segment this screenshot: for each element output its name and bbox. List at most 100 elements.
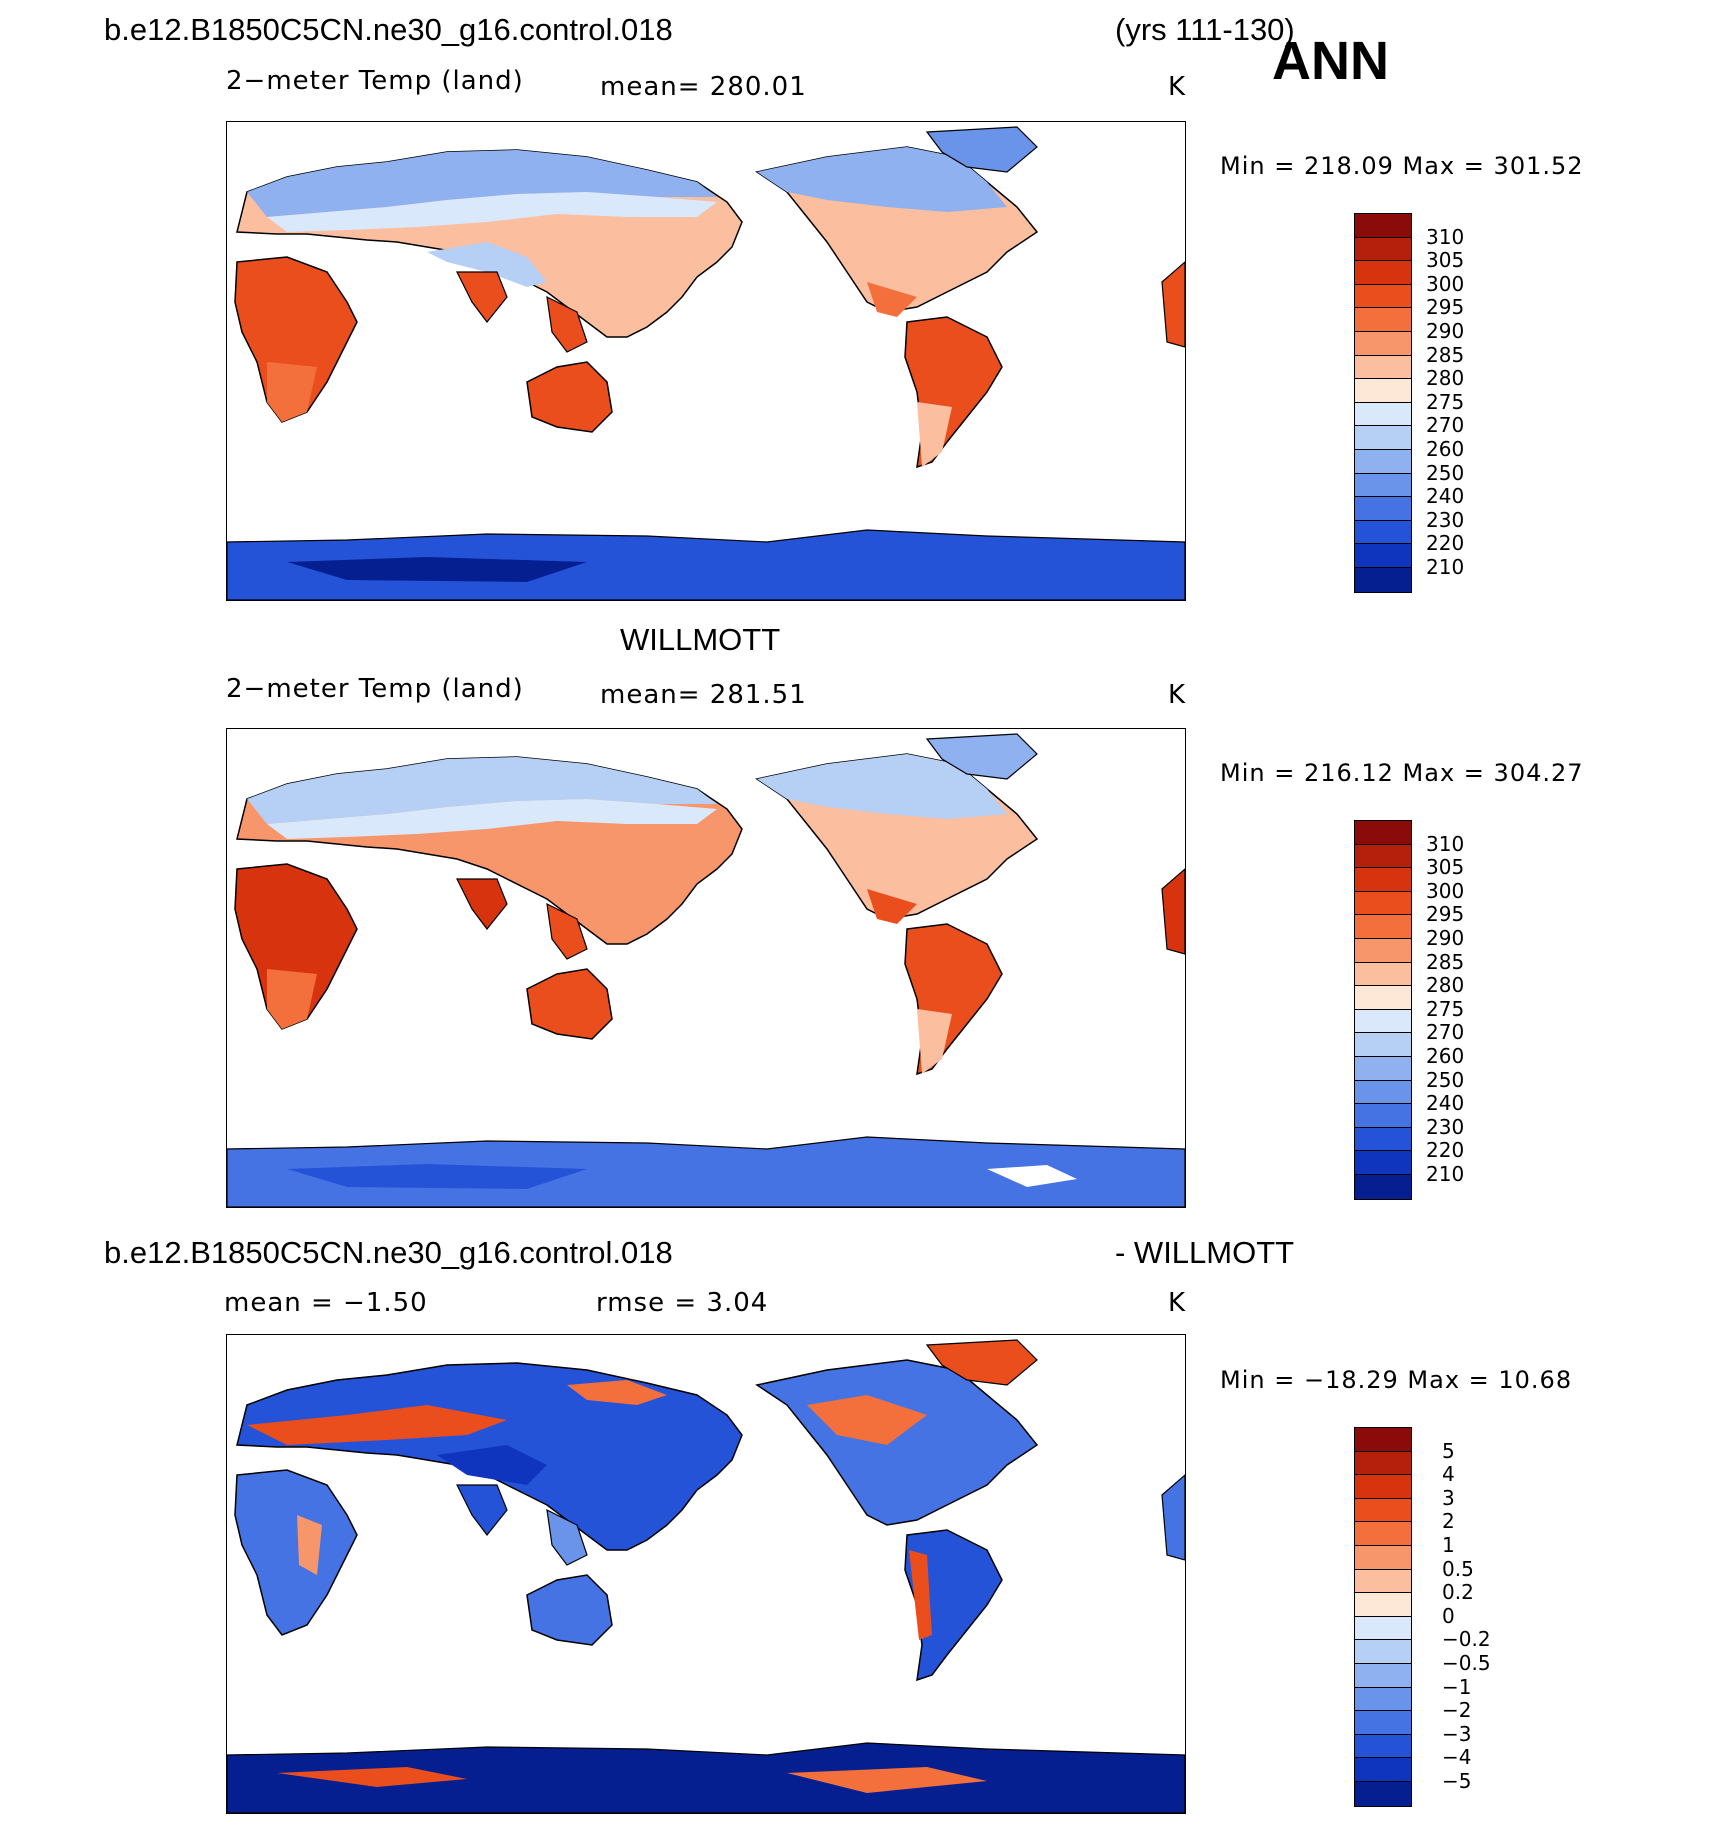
colorbar-segment [1355,1687,1411,1712]
colorbar-tick-label: 2 [1442,1509,1455,1534]
colorbar-tick-label: 0.2 [1442,1580,1474,1605]
panel2-colorbar [1354,820,1412,1200]
colorbar-segment [1355,1104,1411,1128]
panel3-rmse: rmse = 3.04 [596,1288,769,1318]
panel3-colorbar [1354,1427,1412,1807]
panel3-map [226,1334,1186,1814]
colorbar-tick-label: 230 [1426,1114,1465,1139]
colorbar-tick-label: 290 [1426,319,1465,343]
colorbar-segment [1355,962,1411,987]
panel3-title-left: b.e12.B1850C5CN.ne30_g16.control.018 [104,1235,673,1270]
colorbar-segment [1355,891,1411,916]
panel3-title-right: - WILLMOTT [1115,1235,1295,1270]
colorbar-tick-label: 310 [1426,831,1465,856]
colorbar-segment [1355,868,1411,892]
colorbar-segment [1355,402,1411,427]
colorbar-segment [1355,1056,1411,1081]
colorbar-tick-label: 300 [1426,271,1465,296]
colorbar-tick-label: −3 [1442,1721,1472,1746]
colorbar-tick-label: 210 [1426,555,1465,579]
colorbar-segment [1355,426,1411,450]
colorbar-segment [1355,1711,1411,1735]
colorbar-tick-label: 1 [1442,1533,1455,1557]
colorbar-segment [1355,567,1411,592]
colorbar-tick-label: 305 [1426,248,1465,273]
colorbar-tick-label: 5 [1442,1438,1455,1463]
colorbar-tick-label: −5 [1442,1769,1472,1793]
colorbar-tick-label: 270 [1426,1020,1465,1045]
panel3-units: K [1168,1288,1187,1318]
panel3-minmax: Min = −18.29 Max = 10.68 [1220,1366,1573,1394]
colorbar-segment [1355,1498,1411,1523]
colorbar-segment [1355,1080,1411,1105]
colorbar-segment [1355,520,1411,545]
panel1-colorbar [1354,213,1412,593]
colorbar-tick-label: 280 [1426,973,1465,998]
colorbar-segment [1355,1151,1411,1175]
panel2-units: K [1168,680,1187,710]
colorbar-tick-label: 230 [1426,507,1465,532]
panel1-variable: 2−meter Temp (land) [226,66,524,96]
panel1-map [226,121,1186,601]
colorbar-segment [1355,473,1411,498]
colorbar-tick-label: 260 [1426,1044,1465,1068]
colorbar-tick-label: 0.5 [1442,1556,1474,1581]
colorbar-segment [1355,915,1411,939]
colorbar-tick-label: −0.2 [1442,1627,1491,1652]
colorbar-segment [1355,1593,1411,1617]
panel2-mean: mean= 281.51 [600,680,807,710]
south-america-landmass [904,316,1003,469]
colorbar-tick-label: 270 [1426,413,1465,438]
colorbar-segment [1355,544,1411,568]
colorbar-segment [1355,1616,1411,1641]
colorbar-segment [1355,1174,1411,1199]
colorbar-tick-label: 0 [1442,1603,1455,1628]
colorbar-tick-label: −4 [1442,1745,1472,1770]
colorbar-segment [1355,1758,1411,1782]
panel2-title: WILLMOTT [620,622,781,657]
colorbar-segment [1355,844,1411,869]
colorbar-tick-label: −0.5 [1442,1651,1491,1675]
panel1-minmax: Min = 218.09 Max = 301.52 [1220,152,1584,180]
colorbar-segment [1355,1451,1411,1476]
colorbar-segment [1355,1663,1411,1688]
australia-landmass [526,361,613,433]
colorbar-segment [1355,1009,1411,1034]
colorbar-segment [1355,1127,1411,1152]
colorbar-tick-label: 220 [1426,1138,1465,1163]
panel2-map [226,728,1186,1208]
colorbar-segment [1355,355,1411,380]
colorbar-tick-label: −1 [1442,1674,1472,1699]
panel2-variable: 2−meter Temp (land) [226,674,524,704]
colorbar-segment [1355,308,1411,332]
colorbar-tick-label: −2 [1442,1698,1472,1723]
colorbar-segment [1355,237,1411,262]
colorbar-segment [1355,379,1411,403]
africa-landmass [234,256,358,423]
colorbar-tick-label: 285 [1426,949,1465,974]
colorbar-tick-label: 280 [1426,366,1465,391]
colorbar-segment [1355,821,1411,845]
case-title: b.e12.B1850C5CN.ne30_g16.control.018 [104,12,673,47]
colorbar-tick-label: 210 [1426,1162,1465,1186]
colorbar-segment [1355,261,1411,285]
colorbar-segment [1355,1522,1411,1546]
colorbar-segment [1355,986,1411,1010]
colorbar-segment [1355,1781,1411,1806]
colorbar-tick-label: 250 [1426,460,1465,485]
colorbar-tick-label: 295 [1426,902,1465,927]
colorbar-tick-label: 240 [1426,1091,1465,1116]
panel1-units: K [1168,72,1187,102]
panel3-mean: mean = −1.50 [224,1288,428,1318]
colorbar-tick-label: 275 [1426,996,1465,1021]
colorbar-tick-label: 4 [1442,1462,1455,1487]
colorbar-tick-label: 275 [1426,389,1465,414]
colorbar-segment [1355,449,1411,474]
colorbar-tick-label: 250 [1426,1067,1465,1092]
colorbar-segment [1355,497,1411,521]
colorbar-segment [1355,1475,1411,1499]
colorbar-segment [1355,1734,1411,1759]
colorbar-segment [1355,1569,1411,1594]
years-label: (yrs 111-130) [1115,12,1295,47]
colorbar-tick-label: 3 [1442,1485,1455,1510]
